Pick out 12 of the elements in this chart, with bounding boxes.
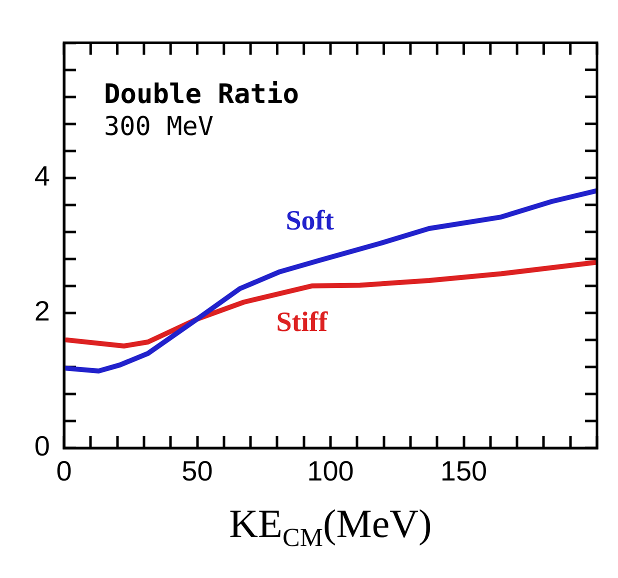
series-label: Soft xyxy=(286,205,335,236)
y-tick-label: 0 xyxy=(34,430,50,462)
x-tick-label: 50 xyxy=(182,456,213,487)
y-tick-label: 2 xyxy=(34,296,50,327)
y-tick-label: 4 xyxy=(34,160,50,192)
annotation: Double Ratio xyxy=(104,78,300,110)
x-tick-label: 0 xyxy=(56,456,72,487)
annotation: 300 MeV xyxy=(104,112,214,142)
x-axis-title: KE$_{CM}$(MeV) xyxy=(228,500,433,553)
x-tick-label: 100 xyxy=(307,456,354,487)
x-tick-label: 150 xyxy=(440,456,488,487)
series-label: Stiff xyxy=(276,307,328,338)
